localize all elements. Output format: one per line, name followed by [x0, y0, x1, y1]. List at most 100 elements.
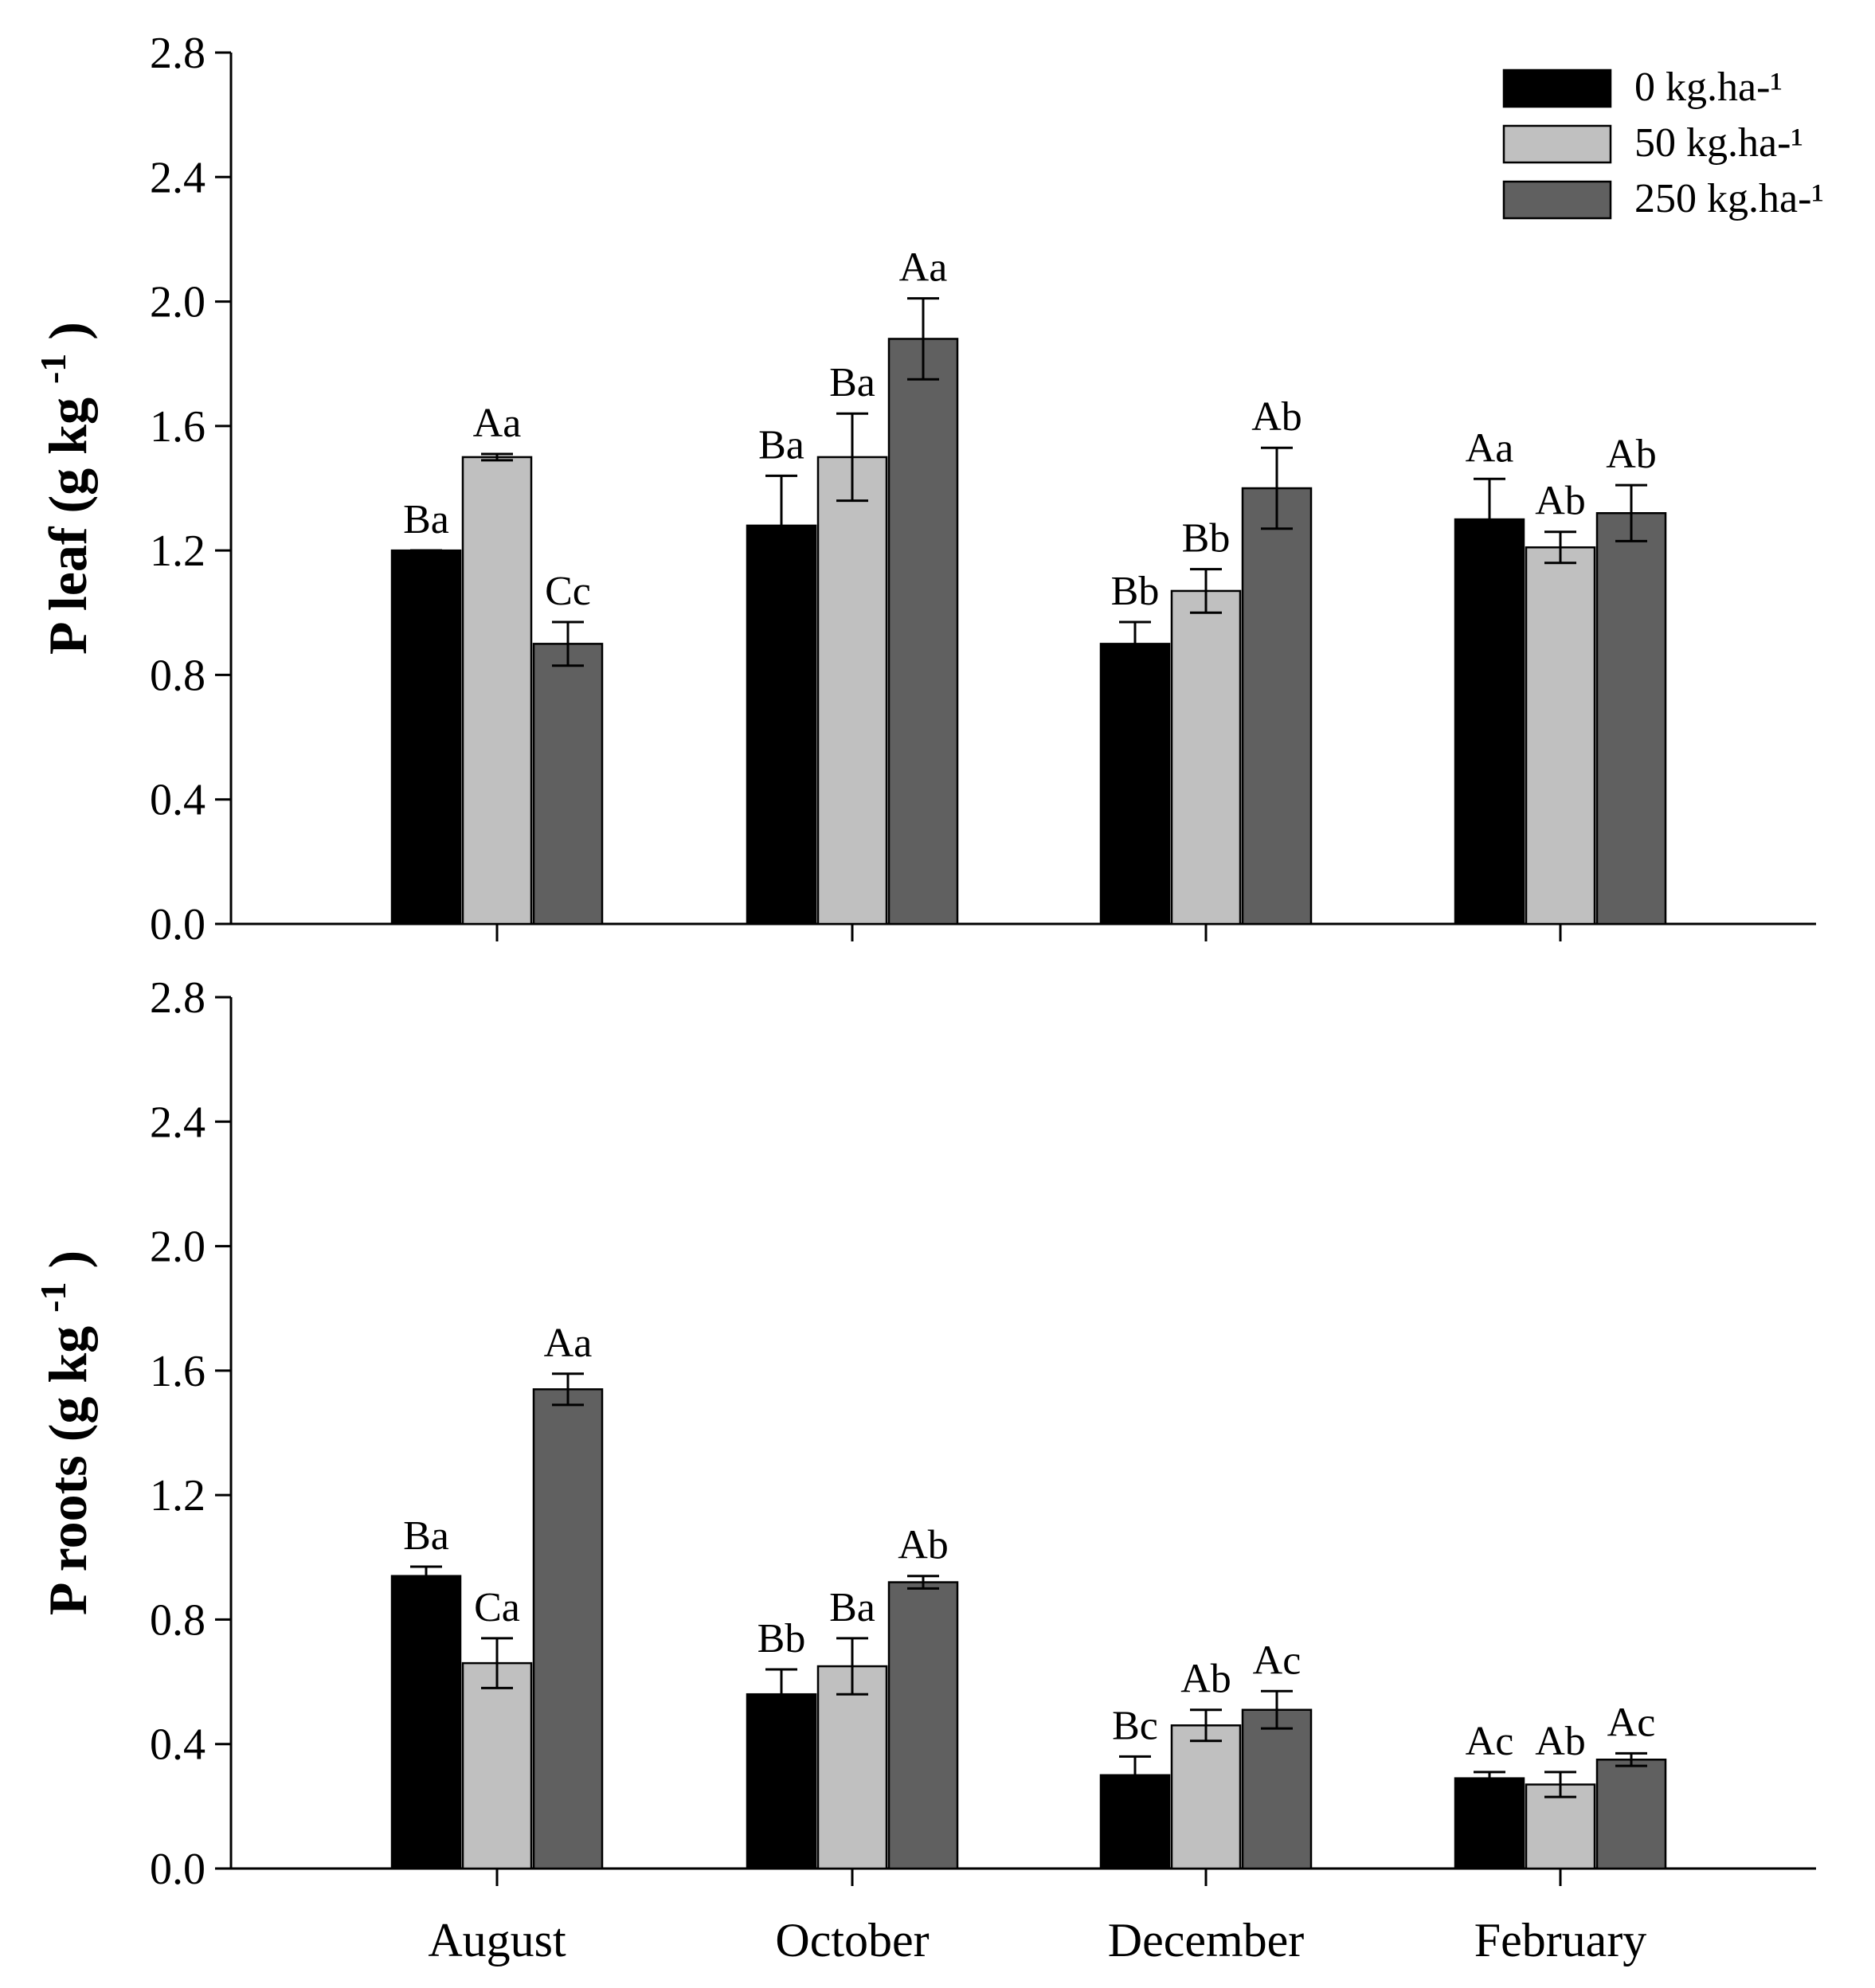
bar — [1241, 487, 1313, 926]
y-tick-label: 1.2 — [150, 1471, 206, 1520]
y-tick-label: 1.2 — [150, 526, 206, 576]
error-bar — [1261, 446, 1293, 530]
error-bar — [765, 1668, 797, 1720]
y-tick-label: 0.0 — [150, 1845, 206, 1894]
y-tick-label: 0.4 — [150, 776, 206, 825]
y-tick-label: 2.8 — [150, 29, 206, 78]
significance-label: Bb — [757, 1616, 806, 1661]
y-axis-title: P roots (g kg -1 ) — [33, 1250, 98, 1615]
bar — [532, 1388, 604, 1870]
error-bar — [1615, 1751, 1647, 1767]
significance-label: Aa — [1466, 425, 1514, 471]
significance-label: Ab — [898, 1523, 949, 1568]
legend: 0 kg.ha-¹ 50 kg.ha-¹ 250 kg.ha-¹ — [1502, 65, 1824, 221]
significance-label: Bb — [1111, 569, 1160, 614]
significance-label: Ac — [1253, 1638, 1302, 1683]
y-tick-label: 2.4 — [150, 1098, 206, 1147]
significance-label: Ca — [474, 1585, 520, 1630]
x-tick-label-december: December — [1108, 1914, 1305, 1966]
y-axis-title-main: P roots (g kg — [37, 1313, 98, 1615]
significance-label: Aa — [544, 1321, 593, 1366]
error-bar — [836, 1637, 868, 1696]
significance-label: Bc — [1112, 1703, 1158, 1748]
error-bar — [836, 412, 868, 503]
significance-label: Ba — [829, 360, 875, 405]
significance-label: Ab — [1251, 394, 1302, 440]
bar — [1525, 546, 1596, 926]
bar — [390, 549, 462, 926]
significance-label: Ac — [1607, 1700, 1656, 1745]
error-bar — [907, 297, 939, 381]
significance-label: Ab — [1606, 432, 1657, 477]
y-tick-label: 1.6 — [150, 402, 206, 452]
significance-label: Ba — [758, 422, 804, 468]
bar — [1099, 643, 1171, 926]
bar — [816, 1665, 888, 1870]
y-tick-label: 0.8 — [150, 651, 206, 700]
y-tick-label: 2.0 — [150, 1223, 206, 1272]
y-tick-label: 0.4 — [150, 1720, 206, 1770]
error-bar — [907, 1575, 939, 1590]
error-bar — [1190, 568, 1222, 614]
bar — [746, 524, 817, 926]
y-axis-title: P leaf (g kg -1 ) — [33, 322, 98, 655]
error-bar — [1474, 1771, 1505, 1786]
bar — [1595, 512, 1667, 926]
bar — [1170, 1724, 1242, 1870]
legend-swatch — [1502, 124, 1612, 164]
panel-bottom: 0.0 0.4 0.8 1.2 1.6 2.0 2.4 2.8 August October Dec… — [33, 973, 1816, 1966]
bar — [1595, 1759, 1667, 1870]
bar — [887, 1581, 959, 1870]
legend-item: 250 kg.ha-¹ — [1502, 176, 1824, 221]
chart-panels: 0.0 0.4 0.8 1.2 1.6 2.0 2.4 2.8 Ba Ba Bb Aa Aa Ba Bb Ab… — [33, 29, 1816, 1966]
significance-label: Aa — [899, 245, 948, 291]
bar — [887, 338, 959, 926]
significance-label: Ac — [1466, 1719, 1514, 1764]
panel-top: 0.0 0.4 0.8 1.2 1.6 2.0 2.4 2.8 Ba Ba Bb Aa Aa Ba Bb Ab… — [33, 29, 1816, 949]
y-axis-title-main: P leaf (g kg — [37, 384, 98, 655]
legend-label: 250 kg.ha-¹ — [1634, 176, 1824, 221]
significance-label: Aa — [473, 401, 522, 446]
significance-label: Ab — [1535, 1719, 1586, 1764]
bar — [1454, 518, 1525, 926]
significance-label: Cc — [545, 569, 591, 614]
y-axis-title-end: ) — [37, 322, 98, 354]
bar — [390, 1575, 462, 1870]
y-axis-title-superscript: -1 — [33, 1282, 73, 1313]
bar — [1170, 589, 1242, 926]
bar — [461, 1661, 533, 1870]
y-tick-label: 0.0 — [150, 900, 206, 949]
bar — [1454, 1777, 1525, 1870]
error-bar — [1119, 620, 1151, 667]
bar — [461, 456, 533, 926]
y-tick-label: 2.0 — [150, 278, 206, 327]
error-bar — [410, 1565, 442, 1587]
bar — [1241, 1708, 1313, 1870]
error-bar — [1474, 477, 1505, 562]
error-bar — [1544, 1771, 1576, 1798]
error-bar — [1615, 483, 1647, 542]
y-tick-label: 1.6 — [150, 1347, 206, 1396]
bar — [816, 456, 888, 926]
error-bar — [552, 1372, 584, 1407]
y-axis-title-end: ) — [37, 1250, 98, 1282]
error-bar — [1119, 1755, 1151, 1795]
significance-label: Ab — [1180, 1657, 1231, 1702]
significance-label: Ab — [1535, 479, 1586, 524]
significance-label: Bb — [1182, 516, 1231, 562]
error-bar — [765, 474, 797, 577]
y-tick-label: 0.8 — [150, 1595, 206, 1645]
error-bar — [1190, 1708, 1222, 1743]
error-bar — [552, 620, 584, 667]
y-axis-title-superscript: -1 — [33, 354, 73, 384]
legend-swatch — [1502, 180, 1612, 220]
legend-swatch — [1502, 68, 1612, 108]
bar — [746, 1693, 817, 1870]
significance-label: Ba — [403, 497, 449, 542]
error-bar — [481, 1637, 513, 1689]
legend-label: 50 kg.ha-¹ — [1634, 120, 1803, 166]
legend-item: 50 kg.ha-¹ — [1502, 120, 1803, 166]
bar — [532, 643, 604, 926]
legend-item: 0 kg.ha-¹ — [1502, 65, 1783, 110]
